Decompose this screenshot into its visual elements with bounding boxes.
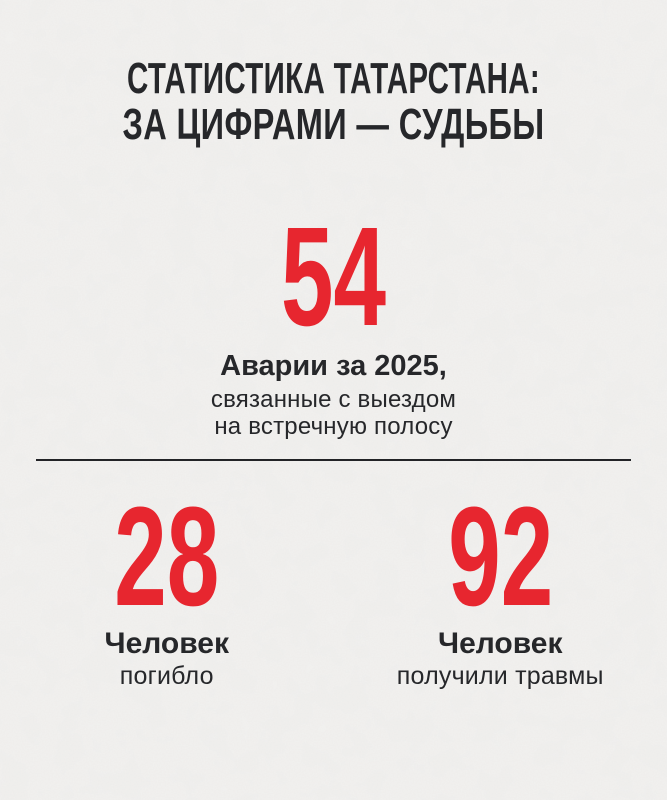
deaths-stat: 28 Человек погибло xyxy=(0,486,334,691)
poster-content: СТАТИСТИКА ТАТАРСТАНА: ЗА ЦИФРАМИ — СУДЬ… xyxy=(0,56,667,691)
main-stat-value: 54 xyxy=(280,197,387,355)
divider-line xyxy=(36,459,631,461)
main-stat-sublabel-line1: связанные с выездом xyxy=(210,386,457,413)
page-title-line1: СТАТИСТИКА ТАТАРСТАНА: xyxy=(126,54,541,103)
injuries-stat: 92 Человек получили травмы xyxy=(334,486,667,691)
deaths-stat-value: 28 xyxy=(114,477,220,635)
deaths-stat-sublabel: погибло xyxy=(119,662,214,690)
main-stat-accidents: 54 Аварии за 2025, связанные с выездом н… xyxy=(0,197,667,441)
injuries-stat-value: 92 xyxy=(447,477,553,635)
page-title-line2: ЗА ЦИФРАМИ — СУДЬБЫ xyxy=(122,100,545,149)
main-stat-sublabel-line2: на встречную полосу xyxy=(214,413,453,440)
bottom-stats-row: 28 Человек погибло 92 Человек получили т… xyxy=(0,486,667,691)
page-title: СТАТИСТИКА ТАТАРСТАНА: ЗА ЦИФРАМИ — СУДЬ… xyxy=(0,56,667,148)
injuries-stat-sublabel: получили травмы xyxy=(396,662,604,690)
